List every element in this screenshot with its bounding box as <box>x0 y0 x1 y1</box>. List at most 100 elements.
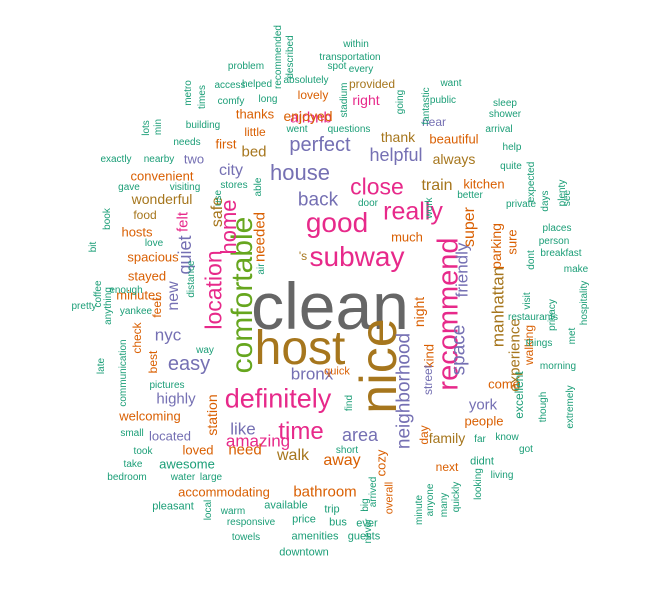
cloud-word: feel <box>150 298 164 318</box>
cloud-word: trip <box>324 503 340 516</box>
cloud-word: train <box>421 177 453 194</box>
cloud-word: walk <box>276 447 310 464</box>
cloud-word: city <box>219 162 243 179</box>
cloud-word: highly <box>156 390 196 408</box>
cloud-word: amenities <box>291 530 339 543</box>
cloud-word: parking <box>488 223 504 269</box>
cloud-word: stores <box>220 180 248 191</box>
cloud-word: expected <box>526 161 537 203</box>
cloud-word: come <box>488 376 520 392</box>
cloud-word: arrived <box>368 476 379 508</box>
cloud-word: local <box>203 499 214 521</box>
cloud-word: people <box>464 413 504 429</box>
cloud-word: dont <box>526 250 537 270</box>
cloud-word: quickly <box>451 481 462 513</box>
cloud-word: places <box>542 223 572 234</box>
cloud-word: better <box>457 190 483 201</box>
cloud-word: ever <box>356 517 378 530</box>
cloud-word: two <box>183 151 205 167</box>
cloud-word: area <box>341 425 379 445</box>
cloud-word: minute <box>414 494 425 526</box>
cloud-word: lovely <box>297 88 329 102</box>
cloud-word: large <box>199 472 223 483</box>
cloud-word: looking <box>473 468 484 500</box>
cloud-word: good <box>305 207 369 238</box>
cloud-word: stayed <box>127 268 167 284</box>
cloud-word: warm <box>220 506 246 517</box>
cloud-word: able <box>253 177 264 197</box>
cloud-word: restaurants <box>507 312 559 323</box>
cloud-word: far <box>474 434 486 445</box>
cloud-word: arrival <box>485 124 513 135</box>
cloud-word: cozy <box>373 449 389 477</box>
cloud-word: comfy <box>217 96 245 107</box>
cloud-word: access <box>214 80 246 91</box>
cloud-word: plenty <box>557 179 568 207</box>
cloud-word: easy <box>167 353 211 375</box>
cloud-word: shower <box>488 109 522 120</box>
cloud-word: spacious <box>127 249 179 265</box>
cloud-word: breakfast <box>540 248 582 259</box>
cloud-word: pictures <box>149 380 185 391</box>
cloud-word: private <box>505 199 537 210</box>
cloud-word: help <box>502 142 522 153</box>
cloud-word: street <box>421 364 435 396</box>
cloud-word: communication <box>118 339 129 407</box>
cloud-word: took <box>133 446 153 457</box>
cloud-word: enough <box>109 285 143 296</box>
cloud-word: door <box>357 198 379 209</box>
cloud-word: nearby <box>143 154 175 165</box>
cloud-word: beautiful <box>429 131 479 147</box>
cloud-word: exactly <box>100 154 132 165</box>
cloud-word: felt <box>174 211 192 233</box>
cloud-word: downtown <box>279 546 329 559</box>
cloud-word: helped <box>241 79 273 90</box>
cloud-word: water <box>170 472 196 483</box>
cloud-word: transportation <box>319 52 381 63</box>
cloud-word: want <box>440 78 462 89</box>
cloud-word: responsive <box>226 517 276 528</box>
cloud-word: small <box>120 428 144 439</box>
cloud-word: really <box>383 197 443 226</box>
cloud-word: needs <box>173 137 201 148</box>
cloud-word: minutes <box>116 287 162 303</box>
cloud-word: quite <box>500 161 522 172</box>
cloud-word: within <box>343 39 369 50</box>
cloud-word: convenient <box>130 168 194 184</box>
cloud-word: night <box>411 296 427 328</box>
cloud-word: away <box>323 452 361 469</box>
cloud-word: space <box>448 324 470 376</box>
cloud-word: distance <box>186 260 197 298</box>
cloud-word: 's <box>298 249 308 263</box>
cloud-word: bathroom <box>293 483 357 501</box>
cloud-word: yankee <box>119 306 153 317</box>
cloud-word: first <box>215 136 237 152</box>
cloud-word: manhattan <box>488 266 508 348</box>
cloud-word: amazing <box>225 431 291 451</box>
cloud-word: metro <box>183 80 194 106</box>
cloud-word: quick <box>324 365 350 378</box>
cloud-word: airbnb <box>290 109 332 127</box>
cloud-word: min <box>153 118 164 136</box>
cloud-word: times <box>197 85 208 109</box>
cloud-word: excellent <box>512 371 526 419</box>
cloud-word: though <box>538 391 549 423</box>
cloud-word: stadium <box>339 82 350 118</box>
cloud-word: provided <box>348 77 396 91</box>
cloud-word: didnt <box>470 455 494 468</box>
cloud-word: work <box>424 197 435 219</box>
cloud-word: right <box>352 92 380 108</box>
cloud-word: never <box>363 518 374 544</box>
cloud-word: days <box>540 190 551 212</box>
cloud-word: visiting <box>169 182 201 193</box>
cloud-word: book <box>102 208 113 230</box>
cloud-word: subway <box>309 241 405 272</box>
cloud-word: accommodating <box>178 484 270 500</box>
cloud-word: problem <box>227 61 265 72</box>
cloud-word: extremely <box>565 385 576 429</box>
cloud-word: lots <box>141 120 152 136</box>
cloud-word: enjoyed <box>283 108 333 124</box>
cloud-word: short <box>335 445 359 456</box>
cloud-word: overall <box>383 481 396 515</box>
